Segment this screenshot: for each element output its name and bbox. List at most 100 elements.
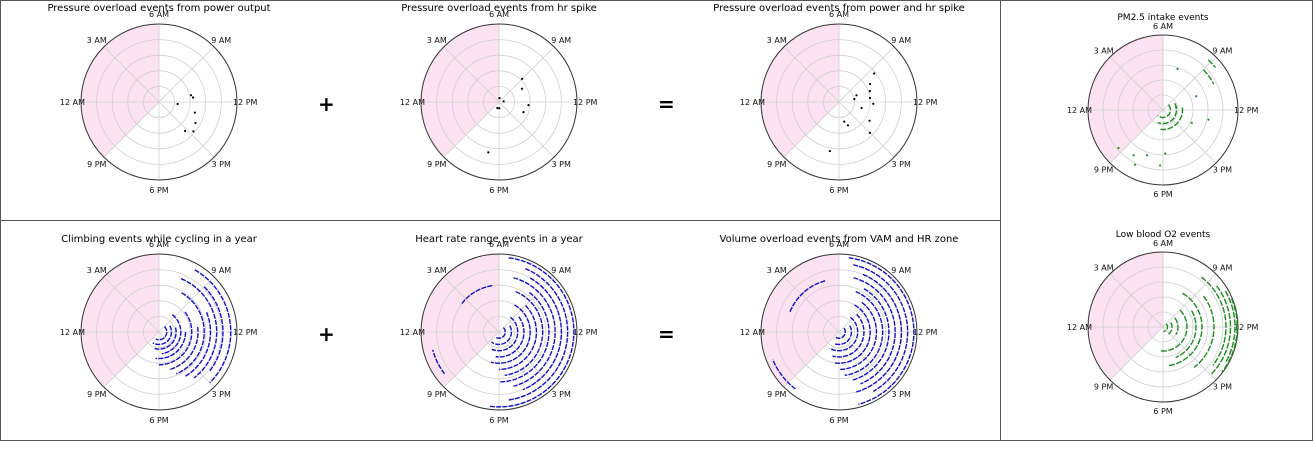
grid-spoke [103, 276, 160, 333]
polar-chart-volume-overload: 6 AM 3 AM 12 AM 9 PM 6 PM 3 PM 12 PM 9 AM [740, 240, 938, 425]
tick-label: 6 PM [829, 416, 848, 425]
data-point [1133, 163, 1137, 166]
data-point [189, 94, 193, 97]
outer-circle [1087, 34, 1239, 186]
data-point [868, 82, 872, 86]
polar-chart-hr-spike: 6 AM 3 AM 12 AM 9 PM 6 PM 3 PM 12 PM 9 AM [400, 10, 598, 195]
data-arc [835, 327, 846, 339]
data-arc [498, 305, 538, 371]
data-point [1195, 95, 1198, 98]
data-arc [851, 288, 890, 381]
grid-spoke [1162, 56, 1217, 111]
tick-label: 3 PM [892, 390, 911, 399]
data-arc [1167, 292, 1203, 367]
data-arc [853, 264, 909, 393]
tick-label: 9 AM [1212, 264, 1232, 273]
data-point [853, 98, 856, 101]
data-point [1175, 106, 1178, 109]
data-arc [844, 290, 884, 376]
data-point [183, 129, 187, 133]
grid-spoke [838, 276, 895, 333]
tick-label: 6 PM [829, 186, 848, 195]
tick-label: 3 AM [1094, 47, 1114, 56]
data-arc [838, 301, 878, 371]
data-arc [1160, 107, 1184, 131]
tick-label: 12 AM [60, 98, 85, 107]
data-arc [203, 286, 224, 372]
grid-spoke [838, 331, 895, 388]
tick-label: 3 AM [87, 266, 107, 275]
data-arc [832, 313, 865, 358]
data-point [860, 106, 863, 110]
tick-label: 6 AM [489, 10, 509, 19]
data-point [527, 103, 530, 107]
chart-title: Pressure overload events from power outp… [47, 3, 271, 14]
data-point [1132, 154, 1135, 157]
outer-circle [420, 23, 578, 181]
data-point [873, 72, 876, 75]
tick-label: 3 PM [552, 390, 571, 399]
grid-spoke [103, 331, 160, 388]
data-arc [829, 316, 859, 352]
chart-title: Climbing events while cycling in a year [61, 234, 257, 245]
data-arc [491, 316, 519, 352]
chart-title: Heart rate range events in a year [415, 234, 583, 245]
data-point [868, 89, 871, 93]
data-point [868, 119, 871, 122]
tick-label: 6 AM [149, 240, 169, 249]
outer-circle [760, 23, 918, 181]
data-arc [495, 327, 506, 339]
grid-spoke [443, 101, 500, 158]
grid-spoke [1162, 326, 1217, 381]
polar-chart-low-o2: 6 AM 3 AM 12 AM 9 PM 6 PM 3 PM 12 PM 9 AM [1067, 239, 1259, 416]
data-point [872, 102, 875, 105]
plus-operator: + [318, 322, 335, 346]
grid-spoke [1162, 273, 1217, 328]
data-point [1117, 146, 1120, 150]
outer-circle [1087, 251, 1239, 403]
data-point [828, 149, 832, 153]
grid-spoke [783, 46, 840, 103]
chart-title: PM2.5 intake events [1117, 13, 1209, 23]
data-point [496, 106, 499, 110]
data-arc [490, 304, 531, 364]
polar-chart-power-and-hr: 6 AM 3 AM 12 AM 9 PM 6 PM 3 PM 12 PM 9 AM [740, 10, 938, 195]
data-arc [154, 327, 177, 350]
tick-label: 9 AM [211, 266, 231, 275]
outer-circle [420, 253, 578, 411]
data-arc [152, 325, 173, 346]
grid-spoke [783, 331, 840, 388]
tick-label: 12 PM [1234, 106, 1259, 115]
grid-spoke [1162, 109, 1217, 164]
data-point [498, 97, 501, 100]
plus-operator: + [318, 92, 335, 116]
data-point [1164, 152, 1167, 155]
equals-operator: = [658, 92, 675, 116]
tick-label: 6 PM [149, 416, 168, 425]
data-arc [772, 359, 796, 390]
tick-label: 3 AM [767, 36, 787, 45]
tick-label: 9 AM [891, 36, 911, 45]
tick-label: 9 AM [1212, 47, 1232, 56]
grid-spoke [1109, 326, 1164, 381]
tick-label: 9 PM [1094, 165, 1113, 174]
tick-label: 6 PM [489, 186, 508, 195]
grid-spoke [443, 46, 500, 103]
equals-operator: = [658, 322, 675, 346]
tick-label: 9 PM [427, 390, 446, 399]
polar-chart-climbing: 6 AM 3 AM 12 AM 9 PM 6 PM 3 PM 12 PM 9 AM [60, 240, 258, 425]
data-point [498, 107, 501, 110]
tick-label: 12 AM [400, 328, 425, 337]
tick-label: 9 PM [87, 390, 106, 399]
tick-label: 3 PM [1213, 382, 1232, 391]
tick-label: 12 AM [1067, 106, 1092, 115]
data-point [846, 124, 850, 127]
grid-spoke [443, 331, 500, 388]
tick-label: 6 PM [1153, 407, 1172, 416]
polar-chart-pm25: 6 AM 3 AM 12 AM 9 PM 6 PM 3 PM 12 PM 9 AM [1067, 22, 1259, 199]
grid-spoke [498, 46, 555, 103]
outer-circle [80, 253, 238, 411]
data-arc [490, 325, 513, 346]
data-arc [158, 311, 193, 366]
data-point [192, 130, 195, 133]
